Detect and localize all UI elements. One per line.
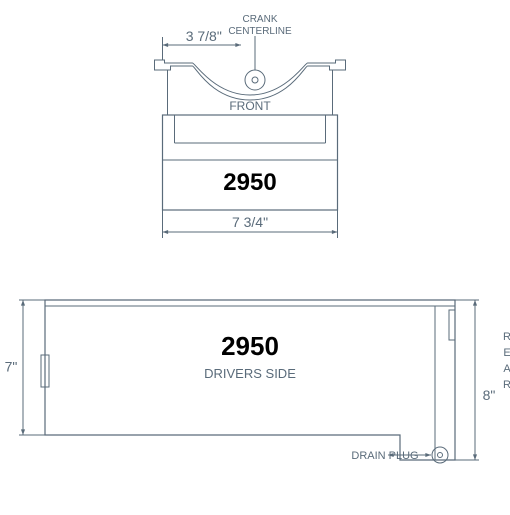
dim-left: 7" xyxy=(5,359,18,375)
part-number-side: 2950 xyxy=(221,331,279,361)
dim-top: 3 7/8" xyxy=(186,28,222,44)
part-number-top: 2950 xyxy=(223,169,276,196)
rear-label-char: R xyxy=(503,331,510,343)
drain-plug-label: DRAIN PLUG xyxy=(351,450,418,462)
front-view: FRONT 2950 CRANKCENTERLINE 3 7/8" 7 3/4" xyxy=(155,14,346,238)
rear-label-char: E xyxy=(503,347,510,359)
rear-label-char: A xyxy=(503,363,510,375)
crank-saddle xyxy=(155,60,346,100)
rear-label-char: R xyxy=(503,379,510,391)
crank-circle xyxy=(245,70,265,90)
drivers-side-label: DRIVERS SIDE xyxy=(204,366,296,381)
side-view: 2950DRIVERS SIDE7"8"REARDRAIN PLUG xyxy=(5,300,510,463)
crank-label-2: CENTERLINE xyxy=(228,26,292,37)
dim-bottom: 7 3/4" xyxy=(232,214,268,230)
dim-right: 8" xyxy=(483,387,496,403)
crank-label-1: CRANK xyxy=(242,14,277,25)
front-label: FRONT xyxy=(229,99,271,113)
